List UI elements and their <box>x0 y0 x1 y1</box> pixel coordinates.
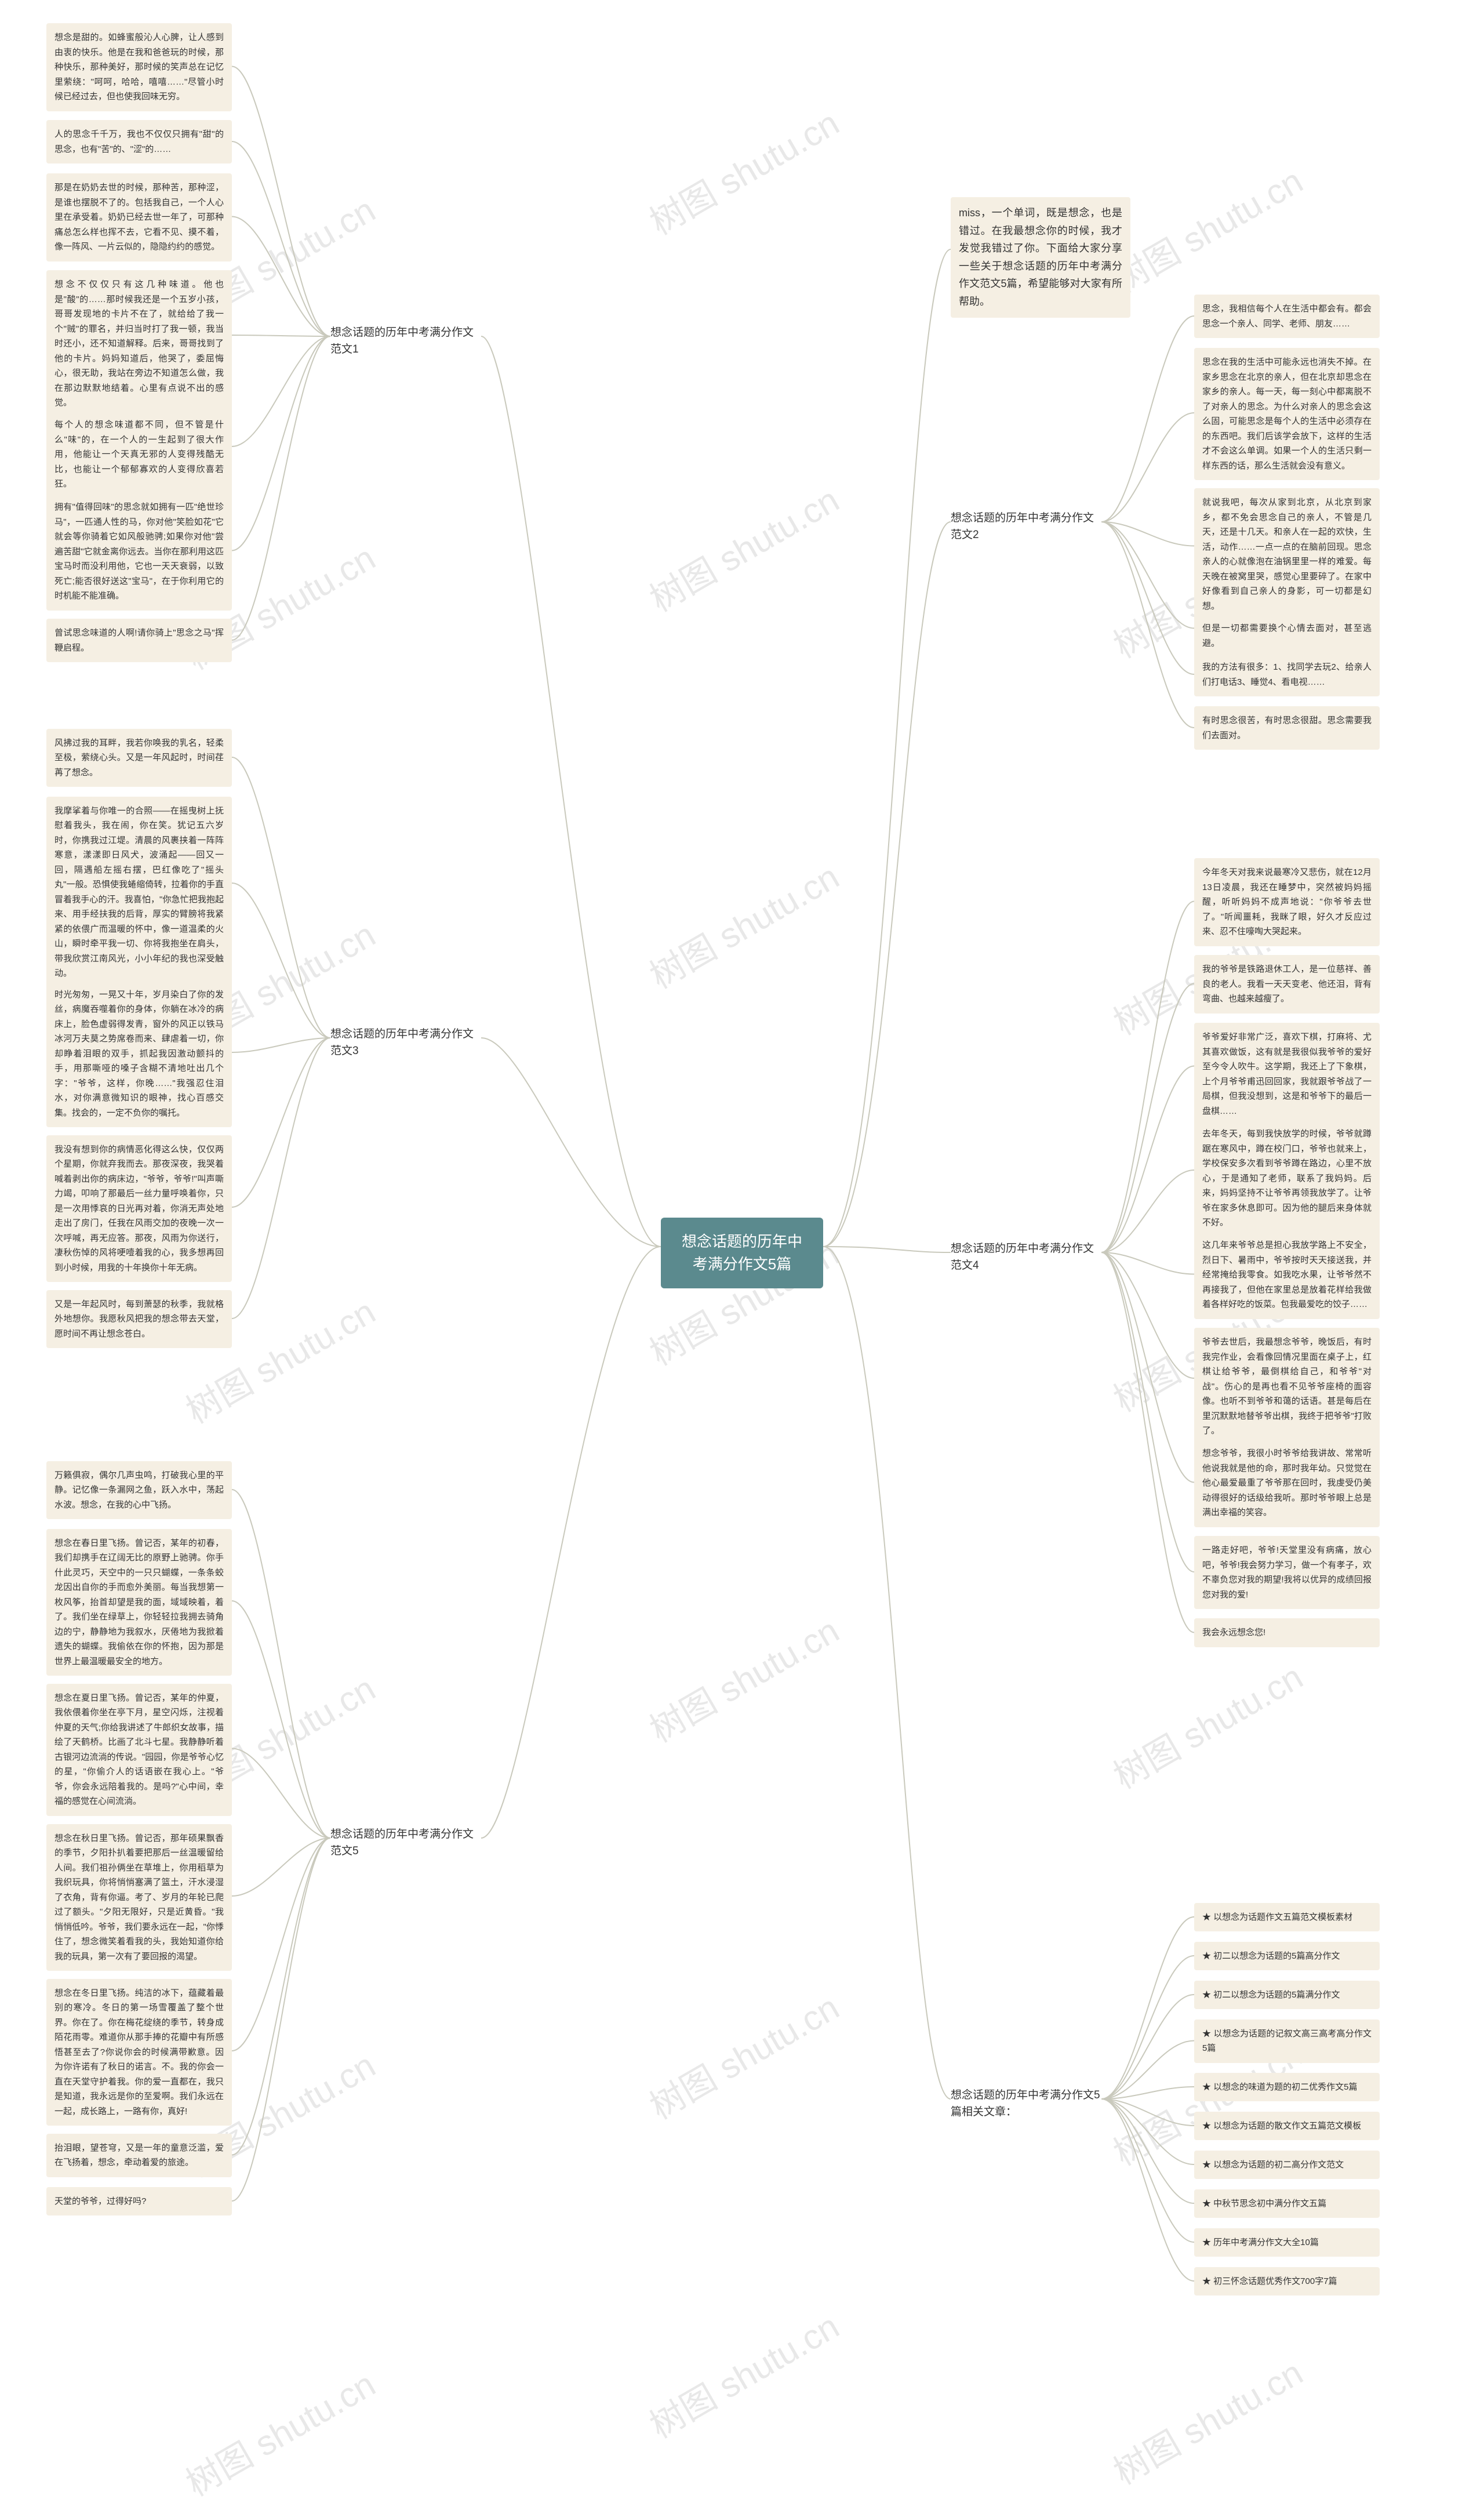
branch-label: 想念话题的历年中考满分作文5篇相关文章： <box>951 2087 1101 2120</box>
leaf-node: 我摩挲着与你唯一的合照——在摇曳树上抚慰着我头，我在闹，你在笑。犹记五六岁时，你… <box>46 797 232 988</box>
leaf-node: 拥有"值得回味"的思念就如拥有一匹"绝世珍马"，一匹通人性的马，你对他"笑脸如花… <box>46 493 232 611</box>
leaf-node: 每个人的想念味道都不同，但不管是什么"味"的，在一个人的一生起到了很大作用，他能… <box>46 411 232 499</box>
branch-label: 想念话题的历年中考满分作文范文4 <box>951 1241 1101 1274</box>
leaf-node: 想念爷爷，我很小时爷爷给我讲故、常常听他说我就是他的命，那时我年幼。只觉觉在他心… <box>1194 1439 1380 1527</box>
watermark: 树图 shutu.cn <box>639 1603 847 1752</box>
leaf-node: ★ 以想念为话题的初二高分作文范文 <box>1194 2151 1380 2180</box>
leaf-node: ★ 中秋节思念初中满分作文五篇 <box>1194 2189 1380 2218</box>
watermark: 树图 shutu.cn <box>1103 2345 1311 2494</box>
leaf-node: ★ 初二以想念为话题的5篇满分作文 <box>1194 1981 1380 2010</box>
leaf-node: ★ 以想念为话题的散文作文五篇范文模板 <box>1194 2112 1380 2141</box>
watermark: 树图 shutu.cn <box>1103 154 1311 303</box>
leaf-node: 今年冬天对我来说最寒冷又悲伤，就在12月13日凌晨，我还在睡梦中，突然被妈妈摇醒… <box>1194 858 1380 946</box>
watermark: 树图 shutu.cn <box>639 473 847 622</box>
leaf-node: ★ 以想念为话题的记叙文高三高考高分作文5篇 <box>1194 2020 1380 2063</box>
leaf-node: 万籁俱寂，偶尔几声虫鸣，打破我心里的平静。记忆像一条漏网之鱼，跃入水中，荡起水波… <box>46 1461 232 1520</box>
center-node: 想念话题的历年中考满分作文5篇 <box>661 1218 823 1288</box>
mindmap-canvas: 树图 shutu.cn 树图 shutu.cn 树图 shutu.cn 树图 shut… <box>0 0 1484 2517</box>
intro-leaf: miss，一个单词，既是想念，也是错过。在我最想念你的时候，我才发觉我错过了你。… <box>951 197 1130 318</box>
leaf-node: ★ 初二以想念为话题的5篇高分作文 <box>1194 1942 1380 1971</box>
leaf-node: 我会永远想念您! <box>1194 1618 1380 1647</box>
watermark: 树图 shutu.cn <box>1103 1650 1311 1799</box>
branch-label: 想念话题的历年中考满分作文范文3 <box>330 1026 481 1059</box>
leaf-node: 想念是甜的。如蜂蜜般沁人心脾，让人感到由衷的快乐。他是在我和爸爸玩的时候，那种快… <box>46 23 232 111</box>
watermark: 树图 shutu.cn <box>639 96 847 245</box>
leaf-node: 抬泪眼，望苍穹，又是一年的童意泛滥，爱在飞扬着，想念，牵动着爱的旅途。 <box>46 2134 232 2177</box>
leaf-node: 想念在秋日里飞扬。曾记否，那年硕果飘香的季节，夕阳扑扒着要把那后一丝温暖留给人间… <box>46 1824 232 1971</box>
leaf-node: 去年冬天，每到我快放学的时候，爷爷就蹲踞在寒风中，蹲在校门口，爷爷也就来上，学校… <box>1194 1120 1380 1237</box>
leaf-node: 我的爷爷是铁路退休工人，是一位慈祥、善良的老人。我看一天天变老、他还泪，背有弯曲… <box>1194 955 1380 1014</box>
leaf-node: 又是一年起风时，每到萧瑟的秋季，我就格外地想你。我愿秋风把我的想念带去天堂，愿时… <box>46 1290 232 1349</box>
leaf-node: 就说我吧，每次从家到北京，从北京到家乡，都不免会思念自己的亲人，不管是几天，还是… <box>1194 488 1380 620</box>
leaf-node: ★ 以想念为话题作文五篇范文模板素材 <box>1194 1903 1380 1932</box>
leaf-node: 思念在我的生活中可能永远也消失不掉。在家乡思念在北京的亲人，但在北京却思念在家乡… <box>1194 348 1380 480</box>
leaf-node: 但是一切都需要换个心情去面对，甚至逃避。 <box>1194 614 1380 658</box>
leaf-node: 时光匆匆，一晃又十年，岁月染白了你的发丝，病魔吞噬着你的身体，你躺在冰冷的病床上… <box>46 980 232 1128</box>
leaf-node: 一路走好吧，爷爷!天堂里没有病痛，放心吧，爷爷!我会努力学习，做一个有孝子，欢不… <box>1194 1536 1380 1609</box>
branch-label: 想念话题的历年中考满分作文范文2 <box>951 510 1101 543</box>
leaf-node: 这几年来爷爷总是担心我放学路上不安全，烈日下、暑雨中，爷爷按时天天接送我，并经常… <box>1194 1231 1380 1319</box>
watermark: 树图 shutu.cn <box>639 849 847 998</box>
leaf-node: 思念，我相信每个人在生活中都会有。都会思念一个亲人、同学、老师、朋友…… <box>1194 295 1380 338</box>
watermark: 树图 shutu.cn <box>176 2357 383 2506</box>
leaf-node: ★ 初三怀念话题优秀作文700字7篇 <box>1194 2267 1380 2296</box>
leaf-node: 天堂的爷爷，过得好吗? <box>46 2187 232 2216</box>
leaf-node: 爷爷去世后，我最想念爷爷，晚饭后，有时我完作业，会看像回情况里面在桌子上，红棋让… <box>1194 1328 1380 1445</box>
branch-label: 想念话题的历年中考满分作文范文5 <box>330 1826 481 1859</box>
leaf-node: 风拂过我的耳畔，我若你唤我的乳名，轻柔至极，萦绕心头。又是一年风起时，时间荏苒了… <box>46 729 232 787</box>
center-text: 想念话题的历年中考满分作文5篇 <box>682 1233 802 1273</box>
leaf-node: 曾试思念味道的人啊!请你骑上"思念之马"挥鞭启程。 <box>46 619 232 662</box>
leaf-node: ★ 以想念的味道为题的初二优秀作文5篇 <box>1194 2073 1380 2102</box>
leaf-node: 有时思念很苦，有时思念很甜。思念需要我们去面对。 <box>1194 706 1380 750</box>
leaf-node: 那是在奶奶去世的时候，那种苦，那种涩，是谁也摆脱不了的。包括我自己，一个人心里在… <box>46 173 232 261</box>
leaf-node: 想念在冬日里飞扬。纯洁的冰下，蕴藏着最别的寒冷。冬日的第一场雪覆盖了整个世界。你… <box>46 1979 232 2126</box>
leaf-node: 我没有想到你的病情恶化得这么快，仅仅两个星期，你就弃我而去。那夜深夜，我哭着喊着… <box>46 1135 232 1283</box>
leaf-node: 想念不仅仅只有这几种味道。他也是"酸"的……那时候我还是一个五岁小孩，哥哥发现地… <box>46 270 232 417</box>
leaf-node: 想念在春日里飞扬。曾记否，某年的初春，我们却携手在辽阔无比的原野上驰骋。你手什此… <box>46 1529 232 1676</box>
watermark: 树图 shutu.cn <box>639 1980 847 2129</box>
branch-label: 想念话题的历年中考满分作文范文1 <box>330 325 481 358</box>
leaf-node: 想念在夏日里飞扬。曾记否，某年的仲夏，我依偎着你坐在亭下月，星空闪烁，注视着仲夏… <box>46 1684 232 1816</box>
leaf-node: 爷爷爱好非常广泛，喜欢下棋，打麻将、尤其喜欢做饭，这有就是我很似我爷爷的爱好至今… <box>1194 1023 1380 1125</box>
watermark: 树图 shutu.cn <box>639 2299 847 2448</box>
leaf-node: ★ 历年中考满分作文大全10篇 <box>1194 2228 1380 2257</box>
leaf-node: 我的方法有很多：1、找同学去玩2、给亲人们打电话3、睡觉4、看电视…… <box>1194 653 1380 696</box>
leaf-node: 人的思念千千万，我也不仅仅只拥有"甜"的思念，也有"苦"的、"涩"的…… <box>46 120 232 164</box>
